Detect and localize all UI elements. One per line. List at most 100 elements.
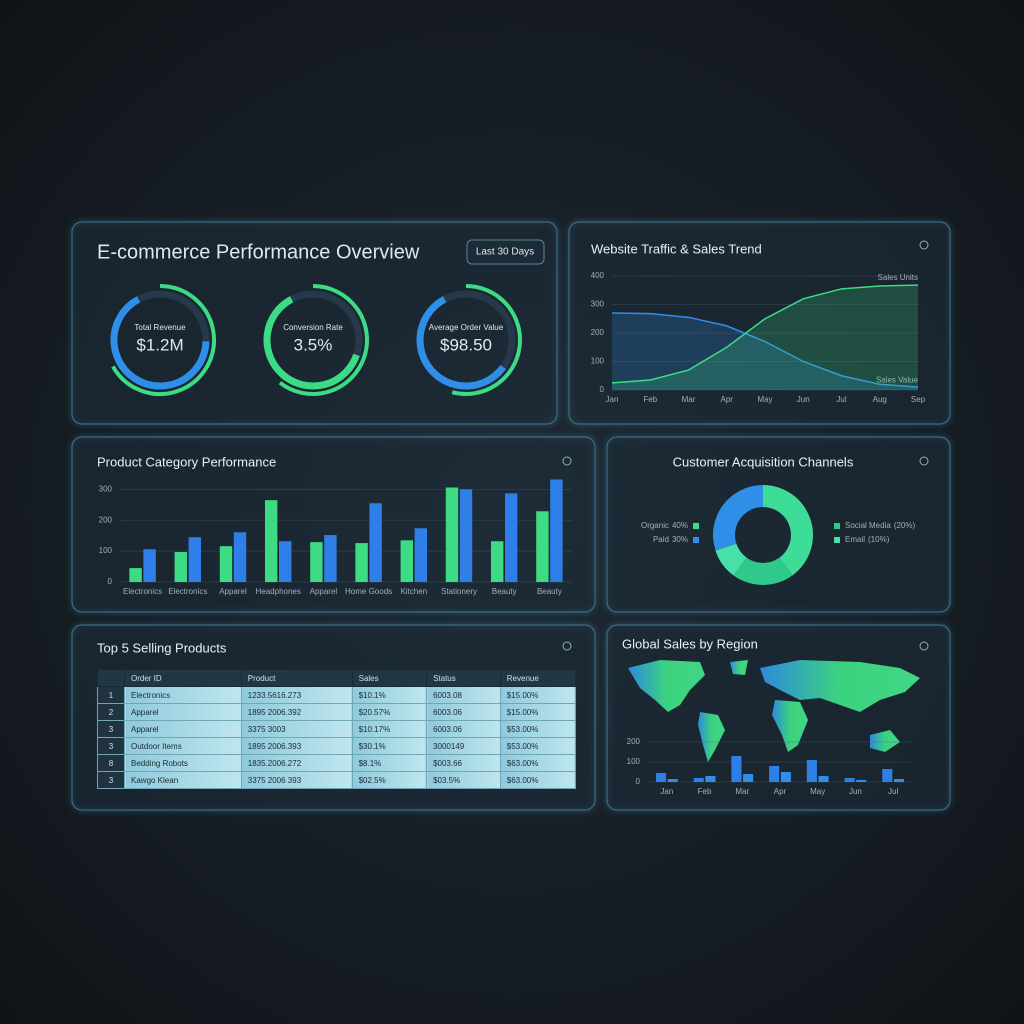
legend-item: Organic 40% <box>641 521 688 530</box>
bar <box>369 503 382 582</box>
legend-value: 40% <box>672 521 688 530</box>
table-cell: $003.66 <box>426 754 501 772</box>
bar <box>743 774 754 782</box>
legend-name: Organic <box>641 521 669 530</box>
table-cell: $63.00% <box>499 754 577 772</box>
x-tick-label: Kitchen <box>400 587 427 596</box>
x-tick-label: Feb <box>643 395 657 404</box>
table-cell: $53.00% <box>499 737 577 755</box>
table-cell: Electronics <box>124 686 242 704</box>
header-cell: Sales <box>351 669 428 687</box>
bar <box>233 532 247 582</box>
legend-name: Paid <box>653 535 669 544</box>
region-title: Global Sales by Region <box>622 636 758 651</box>
table-cell: $10.1% <box>351 686 428 704</box>
bar <box>264 500 278 582</box>
kpi-label: Average Order Value <box>429 323 504 332</box>
info-icons <box>562 240 929 651</box>
gauge-arc-outer <box>451 284 522 396</box>
legend-label: Sales Units <box>878 273 918 282</box>
table-cell: Bedding Robots <box>124 754 242 772</box>
kpi-label: Conversion Rate <box>283 323 343 332</box>
bar <box>505 493 518 582</box>
x-tick-label: Beauty <box>492 587 517 596</box>
header-cell: Product <box>240 669 353 687</box>
table-title: Top 5 Selling Products <box>97 640 227 655</box>
bar <box>806 760 817 782</box>
bar <box>414 528 428 582</box>
x-tick-label: Jan <box>606 395 619 404</box>
legend-label: Sales Value <box>876 375 919 384</box>
table-cell: 3375 2006 393 <box>240 771 353 789</box>
x-tick-label: Jun <box>797 395 810 404</box>
date-button-label[interactable]: Last 30 Days <box>476 247 534 258</box>
table-cell: $53.00% <box>499 720 577 738</box>
date-button[interactable] <box>466 239 545 265</box>
y-tick-label: 200 <box>627 737 641 746</box>
table-cell: $20.57% <box>351 703 428 721</box>
bar <box>667 779 678 782</box>
table-row: 1 Electronics 1233.5616.273 $10.1% 6003.08 $1… <box>97 686 577 704</box>
traffic-title: Website Traffic & Sales Trend <box>591 241 762 256</box>
x-tick-label: Stationery <box>441 587 477 596</box>
gauge-arc-inner <box>263 296 360 390</box>
table-cell: $30.1% <box>351 737 428 755</box>
bar <box>490 541 504 582</box>
table-cell: 1 <box>97 686 125 704</box>
header-cell: Status <box>426 669 501 687</box>
table-cell: $10.17% <box>351 720 428 738</box>
line <box>611 284 919 384</box>
kpi-value: $1.2M <box>136 335 183 354</box>
bar <box>882 769 893 782</box>
kpi-label: Total Revenue <box>134 323 186 332</box>
x-tick-label: Electronics <box>123 587 162 596</box>
donut-slice <box>715 543 747 576</box>
y-tick-label: 0 <box>636 777 641 786</box>
table-cell: 3 <box>97 771 125 789</box>
channels-panel <box>606 436 951 613</box>
legend-value: 30% <box>672 535 688 544</box>
legend-name: Social Media <box>845 521 891 530</box>
x-tick-label: May <box>757 395 772 404</box>
table-cell: $02.5% <box>351 771 428 789</box>
table-cell: 3000149 <box>426 737 501 755</box>
bar <box>693 778 704 782</box>
x-tick-label: Sep <box>911 395 926 404</box>
x-tick-label: Electronics <box>168 587 207 596</box>
legend-swatch <box>834 523 840 529</box>
legend-swatch <box>693 537 699 543</box>
y-tick-label: 300 <box>99 484 113 493</box>
gauge-arc-inner <box>416 296 507 390</box>
table-cell: Outdoor Items <box>124 737 242 755</box>
bar <box>893 779 905 782</box>
bar <box>324 535 337 582</box>
table-cell: Kawgo Klean <box>124 771 242 789</box>
bar <box>445 487 459 582</box>
bar <box>705 776 716 782</box>
x-tick-label: Jul <box>836 395 846 404</box>
table-cell: $15.00% <box>499 703 577 721</box>
table-row: 3 Apparel 3375 3003 $10.17% 6003.06 $53.00% <box>97 720 577 738</box>
overview-title: E-commerce Performance Overview <box>97 241 420 263</box>
table-cell: 8 <box>97 754 125 772</box>
header-cell: Order ID <box>124 669 242 687</box>
y-tick-label: 0 <box>600 385 605 394</box>
table-cell: $03.5% <box>426 771 501 789</box>
bar <box>219 546 233 582</box>
bar <box>856 780 867 782</box>
table-row: 2 Apparel 1895 2006.392 $20.57% 6003.06 $15.0… <box>97 703 577 721</box>
gauge-arc-outer <box>111 284 216 396</box>
y-tick-label: 200 <box>591 328 605 337</box>
table-row: 8 Bedding Robots 1835.2006.272 $8.1% $003.66… <box>97 754 577 772</box>
header-cell: Revenue <box>499 669 577 687</box>
table-cell: Apparel <box>124 720 242 738</box>
x-tick-label: Apparel <box>219 587 247 596</box>
bar <box>655 773 667 782</box>
bar <box>279 541 292 582</box>
legend-item: Social Media (20%) <box>845 521 915 530</box>
table-cell: 3 <box>97 737 125 755</box>
products-table: Order ID Product Sales Status Revenue 1 Electr… <box>97 669 577 789</box>
y-tick-label: 300 <box>591 300 605 309</box>
